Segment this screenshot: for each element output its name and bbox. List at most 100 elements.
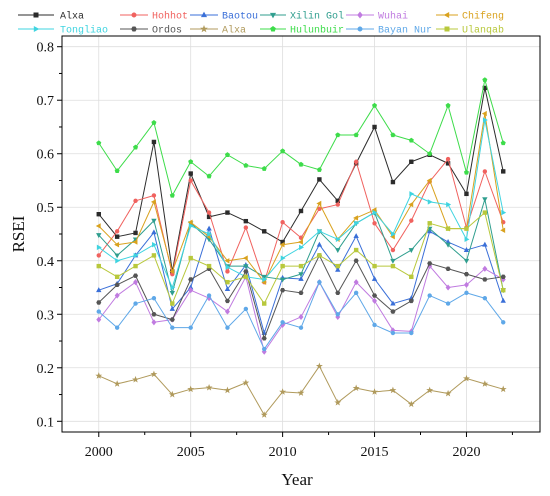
data-point (445, 102, 451, 108)
data-point (463, 247, 470, 252)
series-6 (96, 117, 507, 291)
series-group (95, 77, 507, 418)
data-point (114, 253, 120, 259)
data-point (298, 272, 304, 278)
data-point (298, 161, 304, 167)
data-point (426, 177, 432, 184)
data-point (132, 239, 138, 245)
legend-label: Hohhot (152, 11, 188, 23)
data-point (225, 264, 231, 270)
data-point (133, 279, 139, 286)
data-point (151, 296, 157, 301)
series-10 (96, 279, 506, 352)
data-point (463, 374, 470, 382)
data-point (389, 386, 397, 394)
data-point (372, 102, 378, 108)
data-point (335, 236, 341, 243)
legend-label: Tongliao (60, 25, 108, 37)
data-point (353, 247, 359, 253)
data-point (500, 227, 506, 233)
data-point (188, 171, 193, 176)
data-point (464, 191, 469, 197)
data-point (463, 281, 469, 288)
data-point (335, 313, 341, 320)
legend-label: Wuhai (378, 11, 408, 23)
legend-label: Alxa (60, 11, 84, 23)
data-point (353, 233, 359, 239)
data-point (279, 277, 286, 283)
data-point (96, 212, 101, 217)
data-point (280, 287, 286, 293)
data-point (353, 279, 359, 286)
x-tick-label: 2000 (85, 445, 113, 460)
data-point (114, 242, 120, 248)
legend: Alxa Hohhot Baotou Xilin Gol Wuhai Chifeng Ton… (18, 11, 504, 37)
data-point (317, 177, 322, 182)
data-point (150, 199, 156, 205)
x-tick-label: 2020 (452, 445, 480, 460)
data-point (96, 140, 102, 146)
data-point (335, 263, 340, 269)
data-point (242, 379, 250, 386)
legend-swatch-marker (200, 11, 208, 18)
data-point (243, 162, 249, 168)
data-point (96, 244, 102, 251)
data-point (225, 325, 230, 330)
data-point (335, 290, 341, 296)
y-tick-label: 0.3 (37, 308, 55, 323)
data-point (151, 193, 157, 198)
data-point (224, 286, 231, 292)
legend-label: Alxa (222, 25, 246, 37)
data-point (96, 287, 102, 293)
data-point (335, 266, 341, 272)
legend-swatch-marker (444, 26, 450, 32)
legend-label: Bayan Nur (378, 26, 432, 37)
legend-item: Hohhot (120, 11, 188, 23)
data-point (445, 284, 451, 291)
data-point (114, 292, 120, 299)
legend-swatch-marker (357, 26, 363, 32)
data-point (317, 279, 322, 285)
data-point (96, 316, 102, 323)
data-point (317, 206, 322, 212)
data-point (242, 255, 248, 261)
data-point (407, 400, 415, 408)
data-point (390, 300, 396, 306)
data-point (426, 386, 434, 394)
data-point (151, 312, 157, 317)
data-point (390, 309, 396, 314)
data-point (409, 330, 414, 336)
data-point (299, 244, 305, 251)
data-point (372, 124, 377, 130)
series-0 (96, 85, 506, 274)
data-point (133, 273, 139, 278)
data-point (372, 209, 378, 216)
data-point (243, 274, 249, 280)
data-point (170, 325, 175, 330)
data-point (445, 226, 451, 231)
data-point (408, 201, 414, 208)
data-point (390, 263, 396, 269)
legend-item: Hulunbuir (260, 25, 344, 37)
data-point (298, 313, 304, 320)
legend-item: Baotou (190, 12, 258, 23)
data-point (170, 301, 175, 306)
legend-swatch-marker (270, 25, 276, 32)
series-4 (96, 263, 506, 355)
data-point (133, 144, 139, 150)
data-point (427, 199, 433, 205)
data-point (372, 221, 377, 226)
data-point (409, 218, 414, 223)
data-point (298, 263, 304, 269)
data-point (114, 282, 120, 288)
data-point (96, 253, 101, 258)
data-point (353, 215, 359, 221)
data-point (188, 287, 194, 294)
data-point (298, 208, 304, 214)
legend-swatch-marker (443, 11, 450, 19)
data-point (390, 247, 396, 253)
data-point (151, 253, 157, 258)
data-point (169, 317, 175, 322)
data-point (133, 301, 138, 306)
